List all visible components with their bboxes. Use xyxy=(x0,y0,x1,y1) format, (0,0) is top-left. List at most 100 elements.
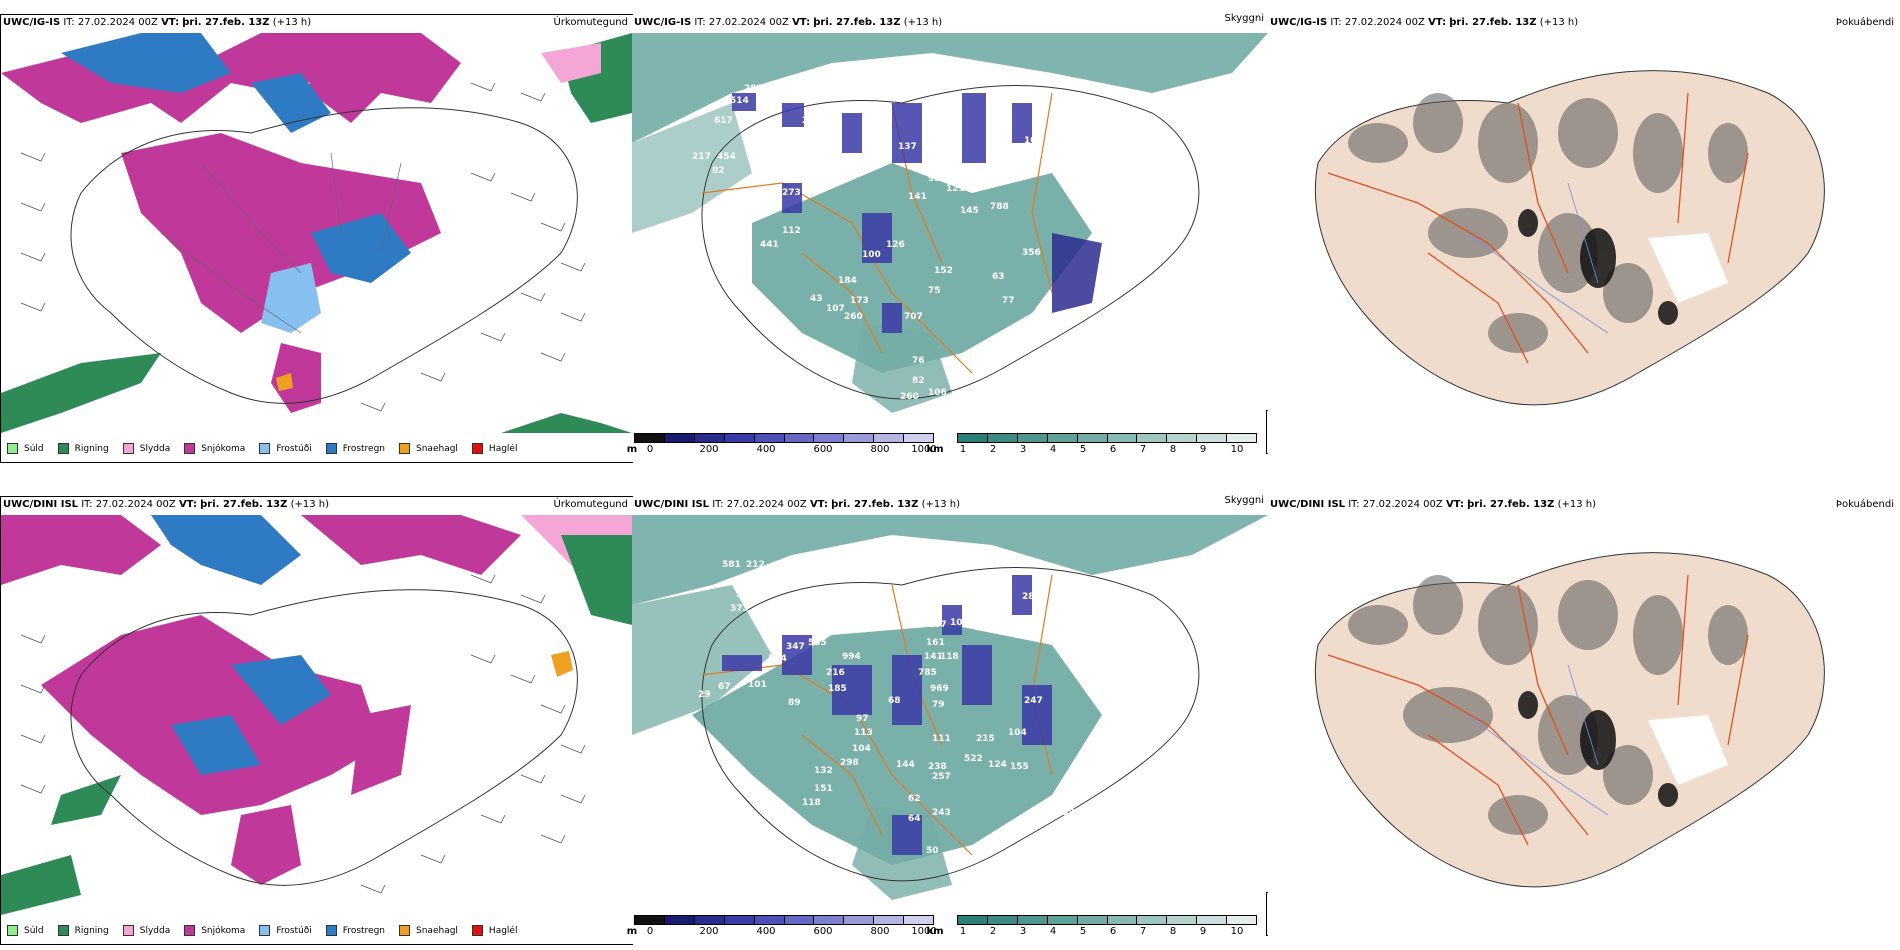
colorbar-swatch xyxy=(1107,916,1138,924)
svg-text:185: 185 xyxy=(828,684,847,694)
svg-text:151: 151 xyxy=(814,784,833,794)
svg-text:145: 145 xyxy=(960,206,979,216)
svg-text:356: 356 xyxy=(1022,248,1041,258)
colorbar-swatch xyxy=(874,916,905,924)
fog-map-svg xyxy=(1315,70,1825,406)
svg-text:707: 707 xyxy=(904,312,923,322)
svg-text:268: 268 xyxy=(772,159,791,169)
svg-text:219: 219 xyxy=(802,116,821,126)
svg-text:113: 113 xyxy=(854,728,873,738)
svg-text:141: 141 xyxy=(908,192,927,202)
colorbar-swatch xyxy=(814,916,845,924)
visibility-colorbar-ticks: km 1 2 3 4 5 6 7 8 9 10 xyxy=(926,444,1244,455)
svg-text:511: 511 xyxy=(774,174,793,184)
colorbar-swatch xyxy=(987,916,1018,924)
it-value: 27.02.2024 00Z xyxy=(77,17,158,28)
colorbar-swatch xyxy=(724,916,755,924)
svg-text:393: 393 xyxy=(816,592,835,602)
model-name: UWC/IG-IS xyxy=(634,17,692,28)
svg-text:118: 118 xyxy=(802,798,821,808)
legend-item: Súld xyxy=(7,925,44,936)
svg-text:67: 67 xyxy=(718,682,731,692)
lead-time: (+13 h) xyxy=(272,17,312,28)
svg-text:82: 82 xyxy=(712,166,725,176)
legend-item: Snjókoma xyxy=(184,925,245,936)
colorbar-swatch xyxy=(904,434,934,442)
visibility-colorbar: km 1 2 3 4 5 6 7 8 9 10 xyxy=(926,915,1257,939)
ceiling-visibility-map: 282 227 514 617 237 908 219 217 454 82 2… xyxy=(632,33,1268,428)
svg-text:100: 100 xyxy=(940,146,959,156)
colorbar-swatch xyxy=(754,916,785,924)
colorbar-swatch xyxy=(754,434,785,442)
panel-header: UWC/DINI ISL IT: 27.02.2024 00Z VT: þri.… xyxy=(3,499,630,515)
svg-text:581: 581 xyxy=(722,560,741,570)
ceiling-colorbar: m 0 200 400 600 800 1000 xyxy=(627,433,937,457)
svg-text:212: 212 xyxy=(746,560,765,570)
ceiling-visibility-map-svg: 282 227 514 617 237 908 219 217 454 82 2… xyxy=(632,33,1268,413)
svg-text:50: 50 xyxy=(926,846,939,856)
svg-text:237: 237 xyxy=(738,112,757,122)
visibility-colorbar-swatches xyxy=(957,433,1257,443)
svg-text:273: 273 xyxy=(782,188,801,198)
svg-text:257: 257 xyxy=(932,772,951,782)
svg-text:247: 247 xyxy=(1024,696,1043,706)
parameter-name: Skyggni xyxy=(1224,13,1264,24)
svg-text:103: 103 xyxy=(1080,142,1099,152)
precip-type-panel-top: UWC/IG-IS IT: 27.02.2024 00Z VT: þri. 27… xyxy=(0,14,633,463)
colorbar-swatch xyxy=(1227,434,1257,442)
colorbar-swatch xyxy=(987,434,1018,442)
svg-text:104: 104 xyxy=(852,744,871,754)
svg-text:124: 124 xyxy=(988,760,1007,770)
svg-text:238: 238 xyxy=(928,762,947,772)
svg-text:93: 93 xyxy=(928,174,941,184)
vt-label: VT: xyxy=(161,17,180,28)
colorbar-swatch xyxy=(1197,434,1228,442)
legend-item: Súld xyxy=(7,443,44,454)
svg-text:227: 227 xyxy=(764,84,783,94)
colorbar-swatch xyxy=(635,434,665,442)
fog-panel-bottom: UWC/DINI ISL IT: 27.02.2024 00Z VT: þri.… xyxy=(1268,497,1900,944)
panel-header: UWC/IG-IS IT: 27.02.2024 00Z VT: þri. 27… xyxy=(634,13,1266,33)
colorbar-swatch xyxy=(1047,434,1078,442)
vt-value: þri. 27.feb. 13Z xyxy=(182,17,270,28)
lead-time: (+13 h) xyxy=(290,499,330,510)
svg-text:161: 161 xyxy=(926,638,945,648)
vt-value: þri. 27.feb. 13Z xyxy=(1449,17,1537,28)
legend-item: Frostregn xyxy=(325,925,385,936)
svg-text:617: 617 xyxy=(714,116,733,126)
svg-text:137: 137 xyxy=(928,620,947,630)
colorbar-swatch xyxy=(1077,916,1108,924)
colorbar-swatch xyxy=(1017,916,1048,924)
svg-text:38: 38 xyxy=(1062,808,1075,818)
visibility-colorbar: km 1 2 3 4 5 6 7 8 9 10 xyxy=(926,433,1257,457)
panel-header: UWC/DINI ISL IT: 27.02.2024 00Z VT: þri.… xyxy=(634,495,1266,515)
svg-text:38: 38 xyxy=(1064,352,1077,362)
visibility-colorbar-ticks: km 1 2 3 4 5 6 7 8 9 10 xyxy=(926,926,1244,937)
legend-item: Snjókoma xyxy=(184,443,245,454)
svg-text:785: 785 xyxy=(918,668,937,678)
model-name: UWC/IG-IS xyxy=(1270,17,1328,28)
model-name: UWC/DINI ISL xyxy=(3,499,79,510)
precip-type-map xyxy=(1,515,632,915)
svg-text:216: 216 xyxy=(826,668,845,678)
it-value: 27.02.2024 00Z xyxy=(95,499,176,510)
svg-text:994: 994 xyxy=(842,652,861,662)
precip-type-legend: Súld Rigning Slydda Snjókoma Frostúði Fr… xyxy=(7,443,517,454)
legend-item: Slydda xyxy=(122,925,170,936)
colorbar-swatch xyxy=(1137,434,1168,442)
colorbar-swatch xyxy=(635,916,665,924)
svg-text:141: 141 xyxy=(924,652,943,662)
fog-map xyxy=(1268,33,1900,428)
svg-text:129: 129 xyxy=(1092,622,1111,632)
svg-text:162: 162 xyxy=(940,122,959,132)
svg-text:215: 215 xyxy=(976,734,995,744)
ceiling-colorbar: m 0 200 400 600 800 1000 xyxy=(627,915,937,939)
vt-label: VT: xyxy=(1428,17,1447,28)
svg-text:75: 75 xyxy=(928,286,941,296)
colorbar-swatch xyxy=(1017,434,1048,442)
legend-item: Snaehagl xyxy=(399,443,458,454)
it-label: IT: xyxy=(63,17,75,28)
svg-text:209: 209 xyxy=(924,118,943,128)
svg-text:121: 121 xyxy=(946,184,965,194)
colorbar-swatch xyxy=(1197,916,1228,924)
